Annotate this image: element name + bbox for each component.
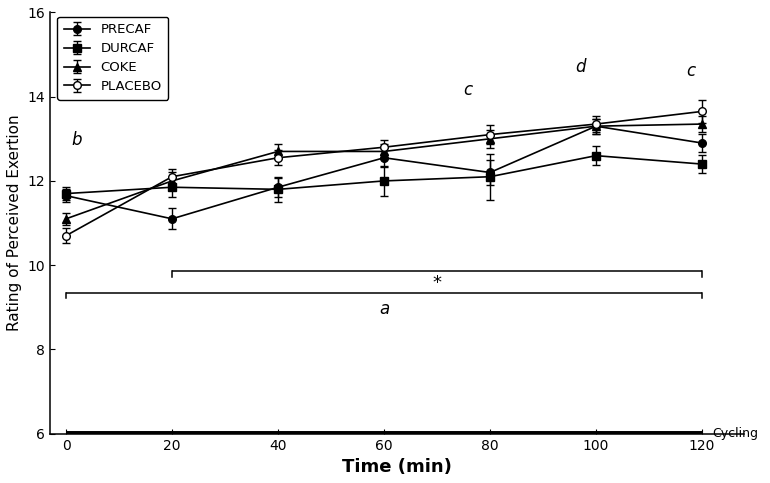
X-axis label: Time (min): Time (min) [343, 458, 452, 476]
Text: c: c [464, 81, 473, 99]
Text: Cycling: Cycling [712, 427, 758, 440]
Legend: PRECAF, DURCAF, COKE, PLACEBO: PRECAF, DURCAF, COKE, PLACEBO [57, 16, 169, 99]
Text: b: b [72, 131, 82, 149]
Text: *: * [433, 273, 441, 292]
Y-axis label: Rating of Perceived Exertion: Rating of Perceived Exertion [7, 115, 22, 331]
Text: a: a [379, 300, 389, 318]
Text: c: c [686, 62, 695, 80]
Text: d: d [574, 57, 585, 76]
